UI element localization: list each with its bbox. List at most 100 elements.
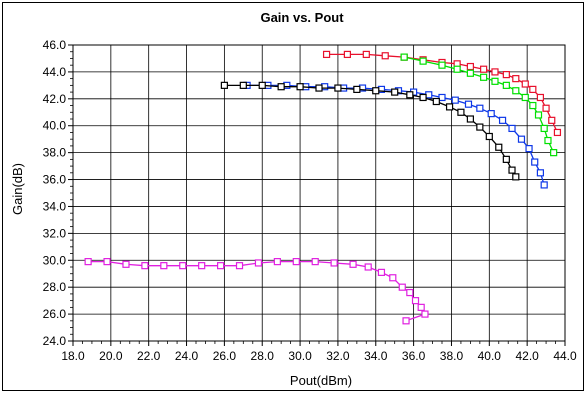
data-point (391, 88, 399, 96)
data-point (534, 111, 543, 119)
series-line (247, 84, 545, 186)
data-point (372, 87, 380, 95)
x-axis-label: Pout(dBm) (290, 373, 352, 388)
y-tick-label: 24.0 (43, 334, 67, 348)
series-3 (220, 81, 520, 181)
data-point (406, 91, 414, 99)
plot-area-border (72, 44, 566, 342)
data-point (498, 116, 507, 124)
data-point (235, 262, 244, 270)
data-point (258, 81, 266, 89)
data-point (406, 288, 414, 297)
data-point (419, 57, 427, 65)
data-point (512, 75, 520, 83)
data-point (525, 145, 533, 153)
x-tick-label: 24.0 (175, 349, 199, 363)
y-tick-label: 44.0 (43, 65, 67, 79)
data-point (84, 258, 92, 266)
data-point (480, 73, 488, 81)
data-point (466, 62, 474, 71)
series-line (224, 84, 517, 178)
data-point (453, 65, 461, 73)
data-point (529, 101, 537, 110)
data-point (398, 283, 406, 291)
y-axis-label: Gain(dB) (10, 163, 25, 215)
data-point (315, 84, 323, 92)
data-point (476, 104, 484, 112)
y-tick-label: 32.0 (43, 226, 67, 240)
data-point (502, 155, 510, 163)
series-1 (400, 53, 558, 157)
data-point (334, 84, 342, 92)
data-point (296, 83, 304, 91)
chart-frame: Gain vs. Pout 18.0 20.0 22.0 24.0 26.0 28.0 30… (2, 2, 584, 391)
x-tick-label: 20.0 (99, 349, 123, 363)
y-tick-label: 34.0 (43, 199, 67, 213)
data-point (491, 68, 499, 76)
x-tick-label: 28.0 (251, 349, 275, 363)
x-tick-label: 36.0 (402, 349, 426, 363)
data-point (364, 263, 372, 271)
data-point (400, 53, 408, 61)
data-point (521, 80, 529, 88)
data-point (438, 93, 446, 102)
data-point (417, 303, 425, 311)
data-point (362, 50, 370, 59)
data-point (553, 128, 562, 137)
y-tick-label: 36.0 (43, 173, 67, 187)
data-point (330, 259, 338, 267)
series-group (84, 50, 562, 325)
x-tick-label: 42.0 (515, 349, 539, 363)
data-point (466, 69, 474, 77)
data-point (179, 262, 187, 270)
data-point (220, 81, 228, 89)
data-point (508, 124, 516, 133)
data-point (254, 259, 263, 267)
y-tick-label: 40.0 (43, 119, 67, 133)
data-point (349, 260, 357, 268)
data-point (322, 50, 331, 59)
y-tick-label: 46.0 (43, 38, 67, 52)
x-tick-label: 34.0 (364, 349, 388, 363)
data-point (457, 108, 465, 116)
x-tick-label: 22.0 (137, 349, 161, 363)
data-point (521, 93, 529, 102)
data-point (311, 258, 319, 266)
data-point (421, 310, 429, 318)
data-point (273, 258, 281, 266)
series-line (88, 260, 426, 322)
data-point (445, 103, 454, 111)
data-point (353, 85, 361, 94)
data-point (512, 173, 520, 181)
gain-vs-pout-chart: Gain vs. Pout 18.0 20.0 22.0 24.0 26.0 28.0 30… (10, 10, 577, 388)
data-point (502, 70, 510, 79)
data-point (517, 135, 526, 143)
data-point (198, 262, 206, 270)
data-point (438, 61, 446, 69)
data-point (377, 268, 386, 276)
data-point (122, 260, 130, 268)
data-point (540, 181, 548, 189)
data-point (536, 169, 545, 177)
data-point (485, 132, 493, 141)
series-2 (243, 81, 548, 189)
data-point (531, 158, 539, 166)
x-tick-label: 30.0 (288, 349, 312, 363)
x-tick-label: 40.0 (478, 349, 502, 363)
data-point (381, 52, 389, 60)
data-point (277, 83, 285, 91)
data-point (512, 87, 520, 95)
y-tick-label: 42.0 (43, 92, 67, 106)
x-tick-label: 32.0 (326, 349, 350, 363)
y-tick-label: 28.0 (43, 280, 67, 294)
data-point (389, 274, 397, 282)
data-point (103, 258, 111, 266)
data-point (343, 50, 351, 59)
y-tick-label: 38.0 (43, 146, 67, 160)
x-tick-label: 26.0 (213, 349, 237, 363)
data-point (160, 262, 168, 270)
data-point (550, 149, 558, 157)
data-point (542, 104, 550, 112)
data-point (464, 100, 473, 108)
data-point (536, 93, 545, 102)
